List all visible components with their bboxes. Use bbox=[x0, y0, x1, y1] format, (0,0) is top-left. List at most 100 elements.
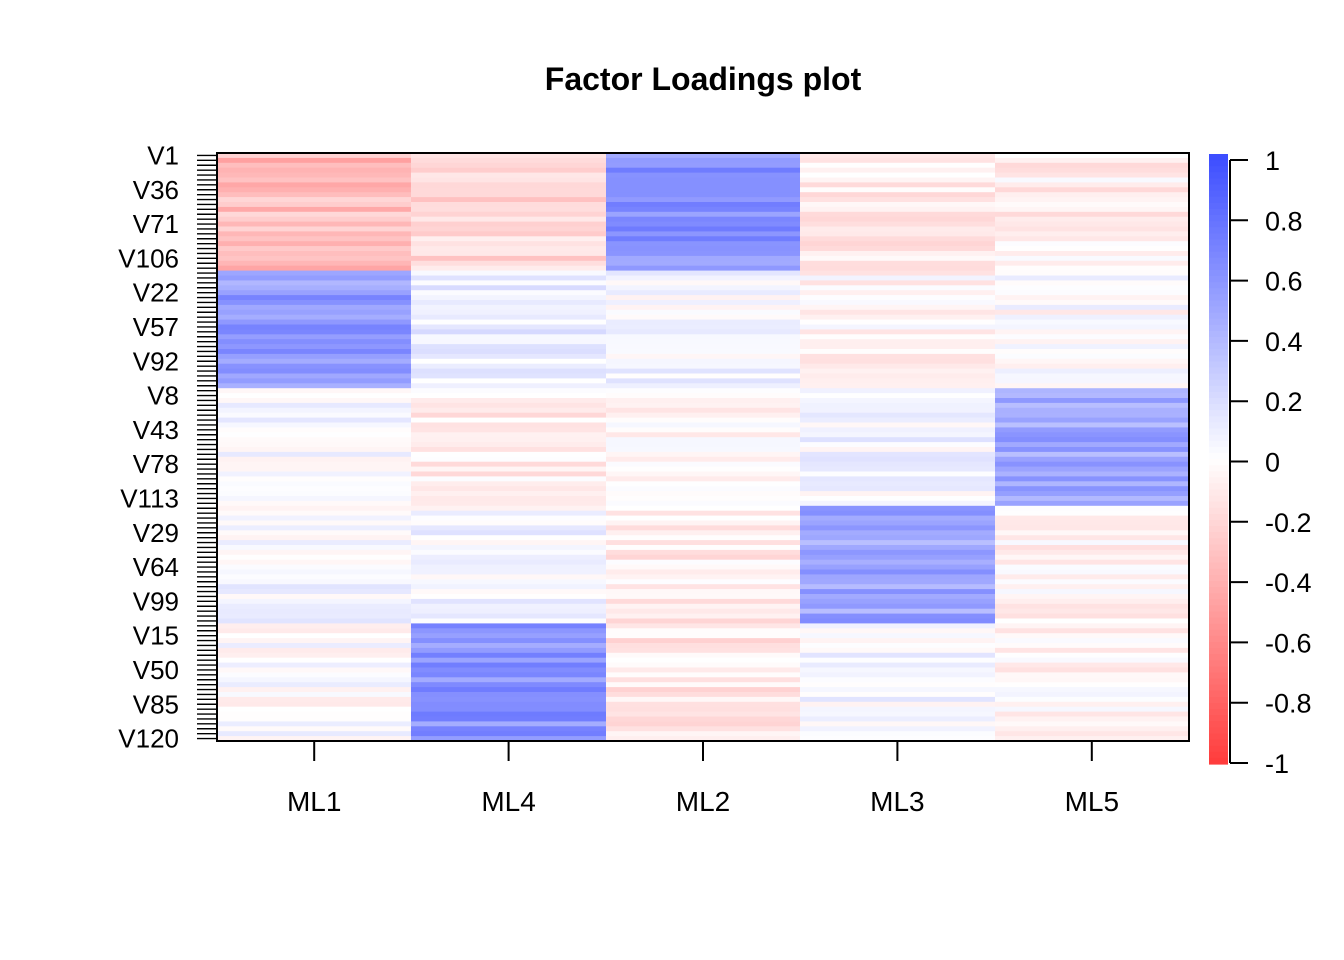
heatmap-cell bbox=[800, 525, 995, 531]
colorbar-segment bbox=[1209, 587, 1228, 594]
heatmap-cell bbox=[995, 721, 1189, 727]
heatmap-cell bbox=[217, 559, 411, 566]
heatmap-cell bbox=[217, 285, 411, 291]
heatmap-cell bbox=[995, 417, 1189, 424]
heatmap-cell bbox=[411, 736, 606, 742]
heatmap-cell bbox=[411, 515, 606, 522]
heatmap-cell bbox=[217, 187, 411, 193]
heatmap-cell bbox=[800, 682, 995, 688]
heatmap-cell bbox=[995, 672, 1189, 678]
heatmap-cell bbox=[606, 662, 800, 669]
heatmap-cell bbox=[411, 687, 606, 693]
heatmap-cell bbox=[217, 481, 411, 487]
heatmap-cell bbox=[800, 564, 995, 571]
heatmap-cell bbox=[606, 251, 800, 257]
heatmap-cell bbox=[800, 603, 995, 610]
heatmap-cell bbox=[606, 427, 800, 433]
heatmap-cell bbox=[800, 241, 995, 247]
heatmap-cell bbox=[800, 211, 995, 218]
colorbar-segment bbox=[1209, 276, 1228, 283]
colorbar-segment bbox=[1209, 391, 1228, 399]
heatmap-cell bbox=[217, 643, 411, 649]
heatmap-cell bbox=[217, 309, 411, 316]
heatmap-cell bbox=[995, 731, 1189, 737]
y-tick-label: V57 bbox=[133, 312, 179, 342]
heatmap-cell bbox=[995, 295, 1189, 301]
heatmap-cell bbox=[800, 623, 995, 629]
heatmap-cell bbox=[800, 613, 995, 620]
heatmap-cell bbox=[995, 525, 1189, 531]
heatmap-cell bbox=[800, 608, 995, 615]
heatmap-cell bbox=[800, 290, 995, 296]
heatmap-cell bbox=[217, 711, 411, 718]
heatmap-cell bbox=[411, 500, 606, 507]
colorbar-segment bbox=[1209, 190, 1228, 198]
heatmap-cell bbox=[217, 231, 411, 237]
y-tick-label: V64 bbox=[133, 552, 179, 582]
heatmap-cell bbox=[606, 603, 800, 610]
heatmap-cell bbox=[800, 447, 995, 453]
colorbar-tick-label: 0.8 bbox=[1265, 206, 1303, 236]
heatmap-cell bbox=[411, 682, 606, 688]
heatmap-cell bbox=[995, 687, 1189, 693]
colorbar-segment bbox=[1209, 367, 1228, 375]
heatmap-cell bbox=[217, 221, 411, 228]
heatmap-cell bbox=[411, 285, 606, 291]
heatmap-cell bbox=[800, 407, 995, 414]
heatmap-cell bbox=[800, 231, 995, 237]
colorbar-segment bbox=[1209, 611, 1228, 619]
heatmap-cell bbox=[411, 603, 606, 610]
heatmap-cell bbox=[800, 319, 995, 326]
heatmap-cell bbox=[995, 265, 1189, 272]
colorbar-segment bbox=[1209, 581, 1228, 588]
heatmap-cell bbox=[995, 285, 1189, 291]
heatmap-cell bbox=[606, 486, 800, 492]
heatmap-cell bbox=[217, 564, 411, 571]
heatmap-cell bbox=[217, 329, 411, 335]
colorbar-segment bbox=[1209, 300, 1228, 308]
heatmap-cell bbox=[995, 647, 1189, 654]
heatmap-cell bbox=[995, 510, 1189, 517]
y-tick-label: V50 bbox=[133, 655, 179, 685]
heatmap-cell bbox=[995, 623, 1189, 629]
heatmap-cell bbox=[995, 270, 1189, 277]
heatmap-cell bbox=[995, 667, 1189, 673]
heatmap-cell bbox=[217, 496, 411, 502]
heatmap-cell bbox=[800, 584, 995, 590]
heatmap-cell bbox=[217, 545, 411, 551]
colorbar-tick-label: -0.4 bbox=[1265, 568, 1312, 598]
heatmap-cell bbox=[217, 378, 411, 384]
heatmap-cell bbox=[217, 554, 411, 561]
heatmap-cell bbox=[217, 456, 411, 463]
colorbar-segment bbox=[1209, 721, 1228, 728]
heatmap-cell bbox=[217, 451, 411, 458]
colorbar-segment bbox=[1209, 434, 1228, 442]
heatmap-cell bbox=[995, 157, 1189, 164]
heatmap-cell bbox=[995, 682, 1189, 688]
heatmap-cell bbox=[995, 368, 1189, 375]
heatmap-cell bbox=[217, 442, 411, 448]
heatmap-cell bbox=[800, 295, 995, 301]
heatmap-cell bbox=[411, 241, 606, 247]
heatmap-cell bbox=[606, 574, 800, 580]
heatmap-cell bbox=[411, 339, 606, 345]
colorbar-segment bbox=[1209, 324, 1228, 332]
heatmap-cell bbox=[217, 177, 411, 183]
heatmap-cell bbox=[995, 540, 1189, 546]
colorbar-segment bbox=[1209, 251, 1228, 259]
heatmap-cell bbox=[606, 721, 800, 727]
heatmap-cell bbox=[800, 206, 995, 213]
heatmap-cell bbox=[800, 378, 995, 384]
color-legend: 1 0.8 0.6 0.4 0.2 0 -0.2 -0.4 -0.6 -0.8 -1 bbox=[1209, 146, 1312, 779]
heatmap-cell bbox=[800, 157, 995, 164]
colorbar-segment bbox=[1209, 154, 1228, 161]
heatmap-cell bbox=[217, 726, 411, 732]
heatmap-cell bbox=[411, 594, 606, 600]
heatmap-cell bbox=[995, 569, 1189, 575]
heatmap-cell bbox=[606, 344, 800, 350]
heatmap-cell bbox=[217, 623, 411, 629]
heatmap-cell bbox=[411, 353, 606, 360]
heatmap-cell bbox=[411, 638, 606, 644]
heatmap-cell bbox=[411, 731, 606, 737]
